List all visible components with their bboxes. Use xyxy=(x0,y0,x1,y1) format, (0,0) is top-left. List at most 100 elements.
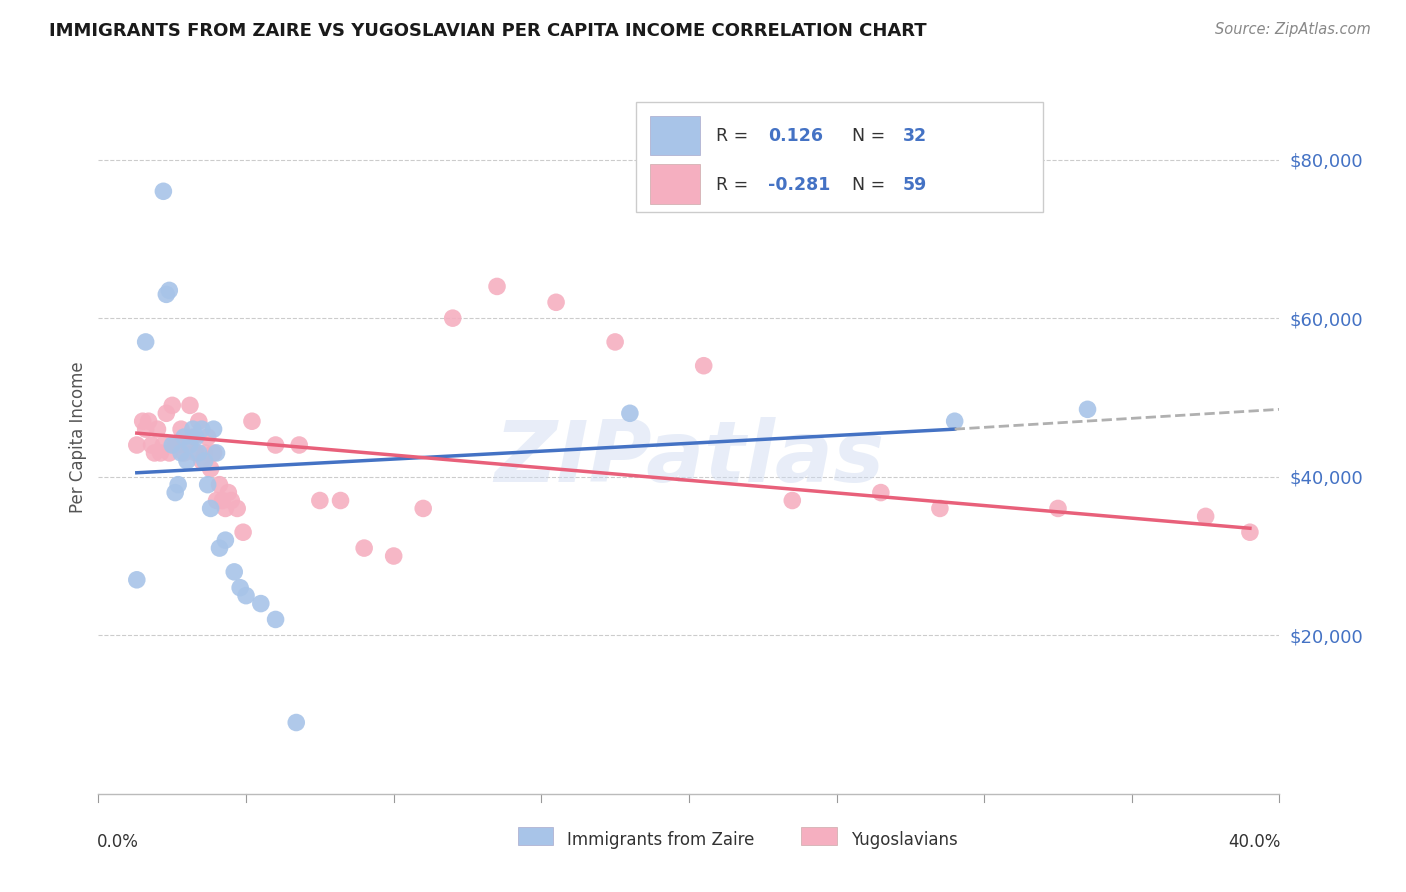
Point xyxy=(181,422,204,436)
Text: R =: R = xyxy=(716,177,754,194)
Point xyxy=(221,493,243,508)
Point xyxy=(870,485,893,500)
Point xyxy=(125,573,148,587)
Point xyxy=(441,311,464,326)
Point xyxy=(546,295,568,310)
Text: IMMIGRANTS FROM ZAIRE VS YUGOSLAVIAN PER CAPITA INCOME CORRELATION CHART: IMMIGRANTS FROM ZAIRE VS YUGOSLAVIAN PER… xyxy=(49,22,927,40)
Text: ZIPatlas: ZIPatlas xyxy=(494,417,884,500)
Point xyxy=(943,414,966,428)
Point xyxy=(165,485,187,500)
Text: 0.0%: 0.0% xyxy=(97,833,139,851)
Point xyxy=(412,501,434,516)
Point xyxy=(176,454,198,468)
Point xyxy=(229,581,252,595)
Point xyxy=(157,284,180,298)
FancyBboxPatch shape xyxy=(650,116,700,155)
Text: -0.281: -0.281 xyxy=(768,177,831,194)
Point xyxy=(179,398,201,412)
Point xyxy=(782,493,804,508)
Point xyxy=(250,597,273,611)
Point xyxy=(170,422,193,436)
Point xyxy=(217,485,239,500)
Point xyxy=(382,549,405,563)
Point xyxy=(157,446,180,460)
Point xyxy=(224,565,246,579)
FancyBboxPatch shape xyxy=(650,164,700,203)
Text: 32: 32 xyxy=(903,127,927,145)
Point xyxy=(173,430,195,444)
Text: 59: 59 xyxy=(903,177,927,194)
Point xyxy=(187,446,209,460)
Point xyxy=(205,493,228,508)
Point xyxy=(235,589,257,603)
Point xyxy=(208,541,231,555)
Point xyxy=(486,279,509,293)
Point xyxy=(146,422,169,436)
Point xyxy=(232,525,254,540)
Point xyxy=(194,446,217,460)
Point xyxy=(202,422,225,436)
Point xyxy=(197,477,219,491)
Point xyxy=(288,438,311,452)
Point xyxy=(200,462,222,476)
Point xyxy=(353,541,375,555)
Point xyxy=(167,477,190,491)
Text: Immigrants from Zaire: Immigrants from Zaire xyxy=(567,831,755,849)
Point xyxy=(138,414,160,428)
Point xyxy=(162,438,183,452)
Point xyxy=(143,446,166,460)
Point xyxy=(309,493,332,508)
Text: 40.0%: 40.0% xyxy=(1229,833,1281,851)
Point xyxy=(264,438,287,452)
Point xyxy=(285,715,308,730)
Point xyxy=(152,184,174,198)
Point xyxy=(155,406,177,420)
Point xyxy=(181,430,204,444)
Point xyxy=(208,477,231,491)
Text: N =: N = xyxy=(852,127,890,145)
Point xyxy=(125,438,148,452)
Point xyxy=(191,454,214,468)
Point xyxy=(202,446,225,460)
Text: Yugoslavians: Yugoslavians xyxy=(851,831,957,849)
Point xyxy=(214,533,236,548)
Point xyxy=(187,414,209,428)
Point xyxy=(135,334,157,349)
Point xyxy=(176,438,198,452)
Point xyxy=(191,422,214,436)
FancyBboxPatch shape xyxy=(801,828,837,846)
FancyBboxPatch shape xyxy=(636,102,1043,212)
Text: N =: N = xyxy=(852,177,890,194)
Point xyxy=(1046,501,1070,516)
Point xyxy=(200,501,222,516)
Point xyxy=(170,446,193,460)
Point xyxy=(141,438,163,452)
FancyBboxPatch shape xyxy=(517,828,553,846)
Point xyxy=(197,430,219,444)
Point xyxy=(152,438,174,452)
Point xyxy=(226,501,249,516)
Point xyxy=(194,454,217,468)
Point xyxy=(240,414,263,428)
Point xyxy=(165,438,187,452)
Point xyxy=(929,501,952,516)
Point xyxy=(184,446,207,460)
Point xyxy=(149,446,172,460)
Point xyxy=(132,414,155,428)
Point xyxy=(605,334,627,349)
Point xyxy=(619,406,641,420)
Text: R =: R = xyxy=(716,127,754,145)
Point xyxy=(1195,509,1218,524)
Point xyxy=(214,501,236,516)
Point xyxy=(184,430,207,444)
Point xyxy=(173,446,195,460)
Y-axis label: Per Capita Income: Per Capita Income xyxy=(69,361,87,513)
Point xyxy=(264,612,287,626)
Point xyxy=(329,493,352,508)
Point xyxy=(155,287,177,301)
Point xyxy=(135,422,157,436)
Point xyxy=(205,446,228,460)
Text: Source: ZipAtlas.com: Source: ZipAtlas.com xyxy=(1215,22,1371,37)
Point xyxy=(1239,525,1261,540)
Point xyxy=(693,359,716,373)
